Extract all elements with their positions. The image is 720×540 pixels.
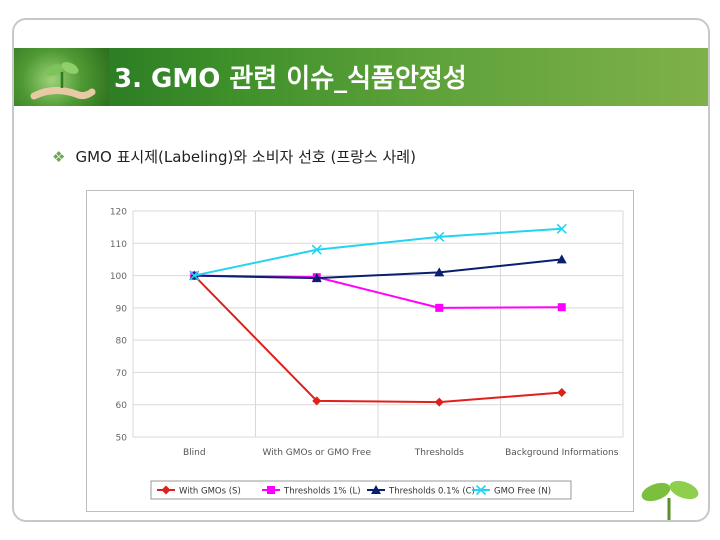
- y-tick-label: 50: [116, 434, 128, 444]
- data-point: [556, 223, 567, 234]
- series-line: [194, 258, 562, 280]
- data-point: [556, 254, 567, 264]
- x-tick-label: Blind: [183, 448, 206, 458]
- legend-box: [150, 480, 572, 500]
- legend-label: Thresholds 0.1% (C): [388, 487, 475, 497]
- y-tick-label: 60: [116, 401, 128, 411]
- data-point: [434, 231, 445, 242]
- bullet-text: GMO 표시제(Labeling)와 소비자 선호 (프랑스 사례): [75, 148, 416, 166]
- data-point: [311, 273, 322, 283]
- sprout-icon: [641, 480, 699, 520]
- series-line: [194, 227, 562, 277]
- y-tick-label: 120: [110, 208, 127, 218]
- legend-label: With GMOs (S): [179, 487, 241, 497]
- y-tick-label: 110: [110, 240, 127, 250]
- data-point: [434, 397, 444, 407]
- x-tick-label: With GMOs or GMO Free: [262, 448, 371, 458]
- data-point: [557, 303, 566, 312]
- y-tick-label: 70: [116, 369, 128, 379]
- diamond-bullet-icon: ❖: [52, 147, 66, 166]
- legend-label: Thresholds 1% (L): [283, 487, 361, 497]
- slide-title: 3. GMO 관련 이슈_식품안정성: [114, 64, 467, 94]
- data-point: [312, 396, 322, 406]
- data-point: [267, 486, 275, 494]
- title-bar: 3. GMO 관련 이슈_식품안정성: [14, 48, 708, 106]
- series-line: [193, 274, 562, 404]
- data-point: [557, 387, 567, 397]
- legend-label: GMO Free (N): [494, 487, 551, 497]
- hands-plant-image: [14, 48, 109, 106]
- y-tick-label: 80: [116, 337, 128, 347]
- y-tick-label: 90: [116, 304, 128, 314]
- x-tick-label: Background Informations: [505, 448, 619, 458]
- data-point: [311, 244, 322, 255]
- chart-svg: 120 110 100 90 80 70 60 50 Blind With GMOs or GMO…: [110, 208, 624, 500]
- x-tick-label: Thresholds: [414, 448, 464, 458]
- data-point: [435, 303, 444, 312]
- line-chart: 120 110 100 90 80 70 60 50 Blind With GMOs or GMO…: [86, 190, 634, 512]
- data-point: [161, 485, 171, 495]
- data-point: [475, 484, 487, 496]
- slide-frame: 3. GMO 관련 이슈_식품안정성 ❖ GMO 표시제(Labeling)와 …: [12, 18, 710, 522]
- y-tick-label: 100: [110, 272, 127, 282]
- data-point: [189, 270, 200, 281]
- data-point: [371, 485, 381, 494]
- bullet-row: ❖ GMO 표시제(Labeling)와 소비자 선호 (프랑스 사례): [52, 146, 416, 167]
- data-point: [434, 267, 445, 277]
